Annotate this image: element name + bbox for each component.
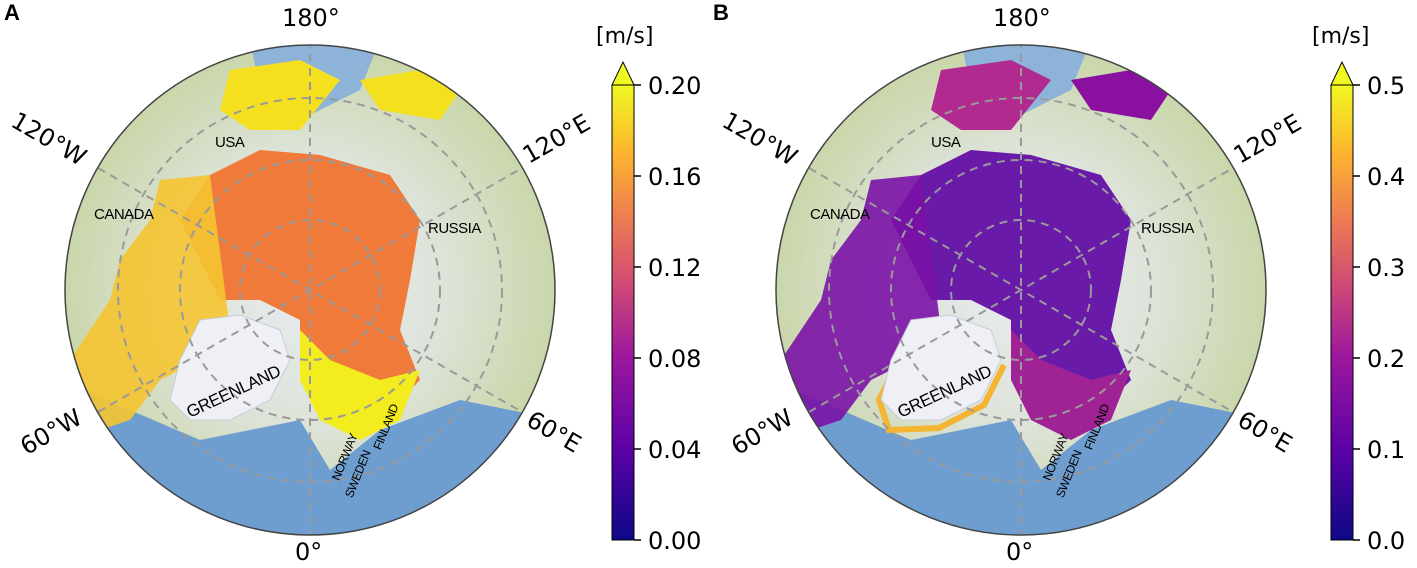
colorbar-unit: [m/s] — [1312, 24, 1370, 49]
map-panel-b: B 180° 0° 120°W 120°E 60°W 60°E USA CANA… — [709, 0, 1417, 568]
polar-map-a — [64, 44, 641, 541]
map-boundary — [64, 44, 556, 536]
sea-ice-velocity-field — [891, 150, 1131, 420]
country-label-usa: USA — [215, 134, 245, 151]
colorbar-tick: 0.0 — [1367, 527, 1406, 555]
canadian-archipelago-ice — [781, 175, 941, 430]
lon-label-0: 0° — [295, 538, 323, 566]
colorbar-tick: 0.2 — [1367, 345, 1406, 373]
okhotsk-ice — [360, 70, 460, 120]
panel-label: A — [4, 0, 20, 25]
colorbar-tick: 0.16 — [648, 163, 702, 191]
panel-label: B — [713, 0, 729, 25]
graticule — [97, 45, 523, 535]
colorbar-tick: 0.00 — [648, 527, 702, 555]
graticule — [808, 45, 1234, 535]
colorbar-tick: 0.1 — [1367, 436, 1406, 464]
colorbar-b — [1330, 60, 1360, 541]
map-panel-a: A 180° 0° 120°W 120°E 60°W 60°E USA CANA… — [0, 0, 708, 568]
barents-ice — [1011, 330, 1131, 440]
map-boundary — [775, 44, 1267, 536]
greenland-ice-sheet — [169, 314, 291, 421]
lon-label-0: 0° — [1006, 538, 1034, 566]
colorbar-tick: 0.04 — [648, 436, 702, 464]
colorbar-tick: 0.5 — [1367, 72, 1406, 100]
lon-label-180: 180° — [282, 4, 340, 32]
colorbar-tick: 0.4 — [1367, 163, 1406, 191]
colorbar-a — [611, 60, 641, 541]
country-label-russia: RUSSIA — [1141, 220, 1194, 237]
colorbar-tick: 0.20 — [648, 72, 702, 100]
lon-label-180: 180° — [993, 4, 1051, 32]
polar-map-b — [775, 44, 1360, 541]
sea-ice-velocity-field — [180, 150, 420, 420]
greenland-ice-sheet — [880, 314, 1002, 421]
colorbar-unit: [m/s] — [596, 24, 654, 49]
country-label-russia: RUSSIA — [428, 220, 481, 237]
okhotsk-ice — [1071, 70, 1171, 120]
colorbar-tick: 0.3 — [1367, 254, 1406, 282]
colorbar-tick: 0.12 — [648, 254, 702, 282]
canadian-archipelago-ice — [70, 175, 230, 430]
country-label-usa: USA — [931, 134, 961, 151]
colorbar-extend-arrow — [611, 60, 635, 86]
country-label-canada: CANADA — [94, 206, 154, 223]
country-label-canada: CANADA — [810, 206, 870, 223]
colorbar-extend-arrow — [1330, 60, 1354, 86]
colorbar-tick: 0.08 — [648, 345, 702, 373]
barents-ice — [300, 330, 420, 440]
